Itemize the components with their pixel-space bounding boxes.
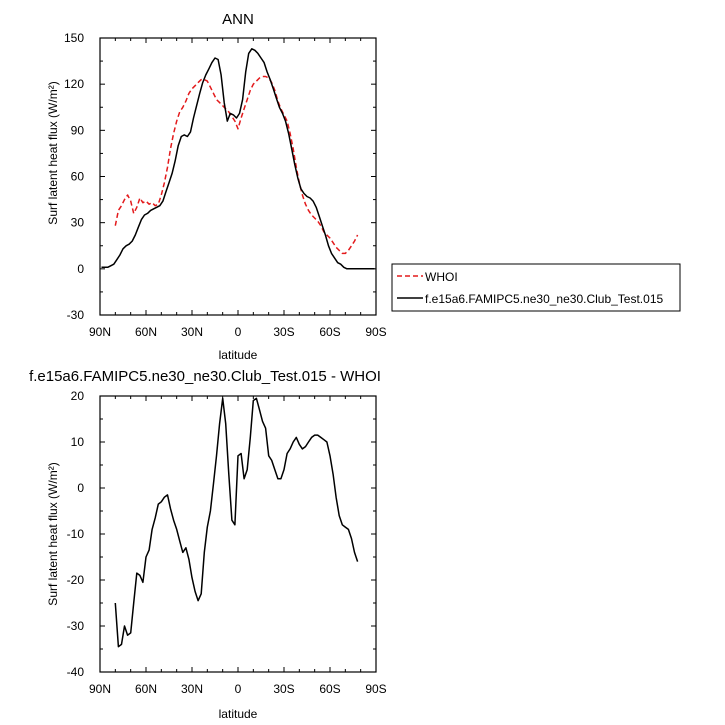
top-y-tick-label: 90 (71, 123, 85, 137)
top-x-axis-label: latitude (219, 348, 258, 362)
bottom-series-line-1 (114, 397, 359, 648)
top-series-line-1 (114, 75, 359, 255)
bottom-chart-title: f.e15a6.FAMIPC5.ne30_ne30.Club_Test.015 … (29, 368, 381, 385)
bottom-y-tick-label: 10 (71, 435, 85, 449)
top-y-tick-label: 120 (64, 77, 84, 91)
bottom-x-tick-label: 60S (319, 682, 340, 696)
top-x-tick-label: 60N (135, 325, 157, 339)
bottom-plot-frame (99, 395, 377, 673)
bottom-y-tick-label: -40 (67, 665, 85, 679)
bottom-x-tick-label: 0 (235, 682, 242, 696)
legend-label-model: f.e15a6.FAMIPC5.ne30_ne30.Club_Test.015 (425, 292, 663, 306)
top-x-tick-label: 30N (181, 325, 203, 339)
bottom-y-tick-label: -30 (67, 619, 85, 633)
bottom-x-tick-label: 90S (365, 682, 386, 696)
top-x-tick-label: 90S (365, 325, 386, 339)
bottom-y-tick-label: 0 (77, 481, 84, 495)
bottom-y-tick-label: 20 (71, 389, 85, 403)
top-y-tick-label: 0 (77, 262, 84, 276)
top-legend: WHOI f.e15a6.FAMIPC5.ne30_ne30.Club_Test… (391, 263, 681, 312)
top-y-axis-label: Surf latent heat flux (W/m²) (46, 81, 60, 224)
bottom-panel: f.e15a6.FAMIPC5.ne30_ne30.Club_Test.015 … (29, 368, 387, 721)
bottom-y-axis-label: Surf latent heat flux (W/m²) (46, 462, 60, 605)
top-axis-ticks: 90N 60N 30N 0 30S 60S 90S -30 0 30 60 90 120 150 (64, 31, 387, 339)
top-y-tick-label: 150 (64, 31, 84, 45)
bottom-series-lines (114, 397, 359, 648)
top-x-tick-label: 0 (235, 325, 242, 339)
bottom-x-axis-label: latitude (219, 707, 258, 721)
top-plot-frame (99, 37, 377, 316)
legend-box (391, 263, 681, 312)
top-panel: ANN Surf latent heat flux (W/m²) latitud… (46, 11, 387, 362)
bottom-y-tick-label: -10 (67, 527, 85, 541)
bottom-y-tick-label: -20 (67, 573, 85, 587)
top-x-tick-label: 60S (319, 325, 340, 339)
bottom-x-tick-label: 30S (273, 682, 294, 696)
top-x-tick-label: 30S (273, 325, 294, 339)
top-series-lines (101, 48, 375, 270)
top-y-tick-label: 60 (71, 170, 85, 184)
top-chart-title: ANN (222, 11, 254, 28)
legend-label-whoi: WHOI (425, 270, 458, 284)
top-x-tick-label: 90N (89, 325, 111, 339)
bottom-x-tick-label: 30N (181, 682, 203, 696)
top-y-tick-label: 30 (71, 216, 85, 230)
top-series-line-2 (101, 48, 375, 270)
bottom-x-tick-label: 60N (135, 682, 157, 696)
bottom-x-tick-label: 90N (89, 682, 111, 696)
top-y-tick-label: -30 (67, 308, 85, 322)
